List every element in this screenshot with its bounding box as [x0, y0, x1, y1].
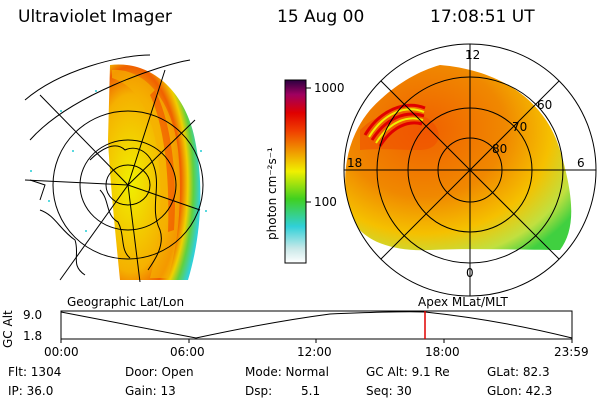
flight-number: Flt: 1304	[8, 365, 62, 379]
dsp-label: Dsp:	[245, 384, 273, 398]
mlat-label-80: 80	[492, 142, 508, 156]
time-tick-1800: 18:00	[425, 345, 460, 359]
colorbar-label-1000: 1000	[314, 81, 345, 95]
door-status: Door: Open	[125, 365, 194, 379]
time-tick-2359: 23:59	[554, 345, 589, 359]
instrument-title: Ultraviolet Imager	[18, 7, 172, 27]
mlat-label-60: 60	[537, 98, 553, 112]
gain-value: Gain: 13	[125, 384, 176, 398]
time-tick-1200: 12:00	[297, 345, 332, 359]
colorbar-unit-label: photon cm⁻²s⁻¹	[265, 147, 279, 240]
left-geo-grid	[24, 54, 204, 283]
mlt-label-18: 18	[347, 156, 363, 170]
left-map-label: Geographic Lat/Lon	[67, 295, 185, 309]
time-label: 17:08:51 UT	[430, 7, 535, 27]
mlt-label-0: 0	[466, 266, 474, 280]
dsp-value: 5.1	[301, 384, 321, 398]
ip-value: IP: 36.0	[8, 384, 54, 398]
right-polar-grid	[343, 43, 597, 297]
right-polar-label: Apex MLat/MLT	[418, 295, 508, 309]
mode-value: Mode: Normal	[245, 365, 329, 379]
alt-tick-9: 9.0	[23, 308, 43, 322]
left-aurora-image	[30, 64, 207, 281]
mlat-label-70: 70	[512, 120, 528, 134]
geographic-longitude: GLon: 42.3	[487, 384, 553, 398]
mlt-label-6: 6	[577, 156, 585, 170]
geographic-latitude: GLat: 82.3	[487, 365, 550, 379]
altitude-plot	[60, 310, 573, 343]
time-tick-0600: 06:00	[170, 345, 205, 359]
mlt-label-12: 12	[465, 48, 481, 62]
gc-altitude: GC Alt: 9.1 Re	[366, 365, 450, 379]
sequence-number: Seq: 30	[366, 384, 412, 398]
date-label: 15 Aug 00	[277, 7, 365, 27]
gc-alt-axis-label: GC Alt	[1, 310, 15, 348]
alt-tick-1-8: 1.8	[23, 329, 43, 343]
colorbar-label-100: 100	[314, 195, 337, 209]
colorbar	[284, 79, 307, 264]
time-tick-0000: 00:00	[44, 345, 79, 359]
